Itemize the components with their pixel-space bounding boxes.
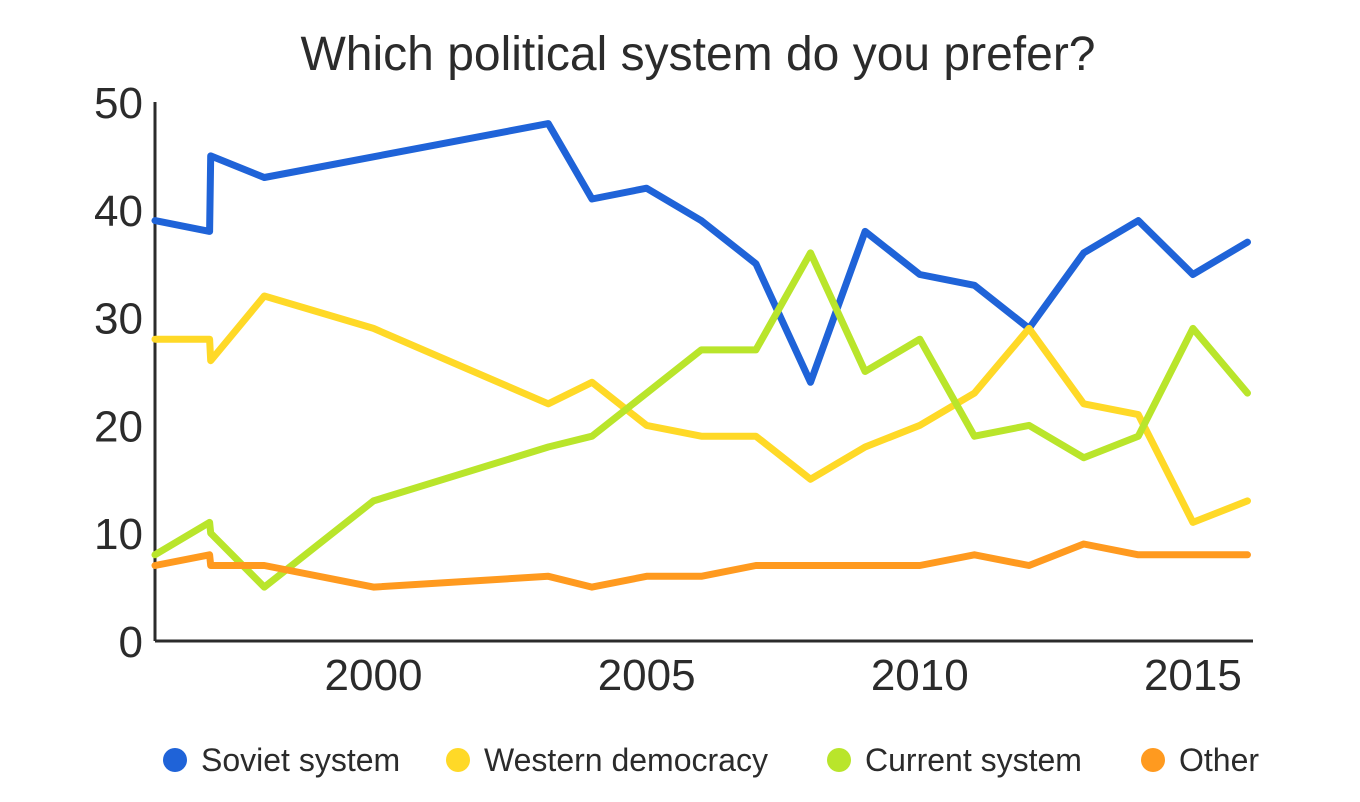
legend-item-western-democracy: Western democracy (446, 742, 768, 778)
legend-label: Other (1179, 742, 1259, 778)
legend: Soviet system Western democracy Current sy… (163, 742, 1259, 778)
legend-item-other: Other (1141, 742, 1259, 778)
x-tick-label: 2015 (1144, 651, 1242, 700)
y-tick-label: 50 (94, 79, 143, 128)
legend-label: Current system (865, 742, 1082, 778)
x-axis-ticks: 2000 2005 2010 2015 (325, 651, 1242, 700)
y-tick-label: 0 (119, 618, 143, 667)
legend-marker (827, 748, 851, 772)
x-tick-label: 2010 (871, 651, 969, 700)
legend-item-current-system: Current system (827, 742, 1082, 778)
y-axis-ticks: 0 10 20 30 40 50 (94, 79, 143, 667)
series-line-western-democracy (151, 292, 1251, 526)
legend-label: Western democracy (484, 742, 768, 778)
series-lines (151, 120, 1251, 591)
y-tick-label: 20 (94, 402, 143, 451)
chart-title: Which political system do you prefer? (301, 28, 1096, 81)
series-line-current-system (151, 249, 1251, 591)
legend-marker (446, 748, 470, 772)
legend-marker (163, 748, 187, 772)
legend-label: Soviet system (201, 742, 400, 778)
y-tick-label: 10 (94, 510, 143, 559)
y-tick-label: 30 (94, 295, 143, 344)
series-line-other (151, 540, 1251, 591)
legend-marker (1141, 748, 1165, 772)
x-tick-label: 2000 (325, 651, 423, 700)
chart-axes (153, 102, 1253, 643)
legend-item-soviet-system: Soviet system (163, 742, 400, 778)
series-line-soviet-system (151, 120, 1251, 386)
y-tick-label: 40 (94, 187, 143, 236)
x-tick-label: 2005 (598, 651, 696, 700)
